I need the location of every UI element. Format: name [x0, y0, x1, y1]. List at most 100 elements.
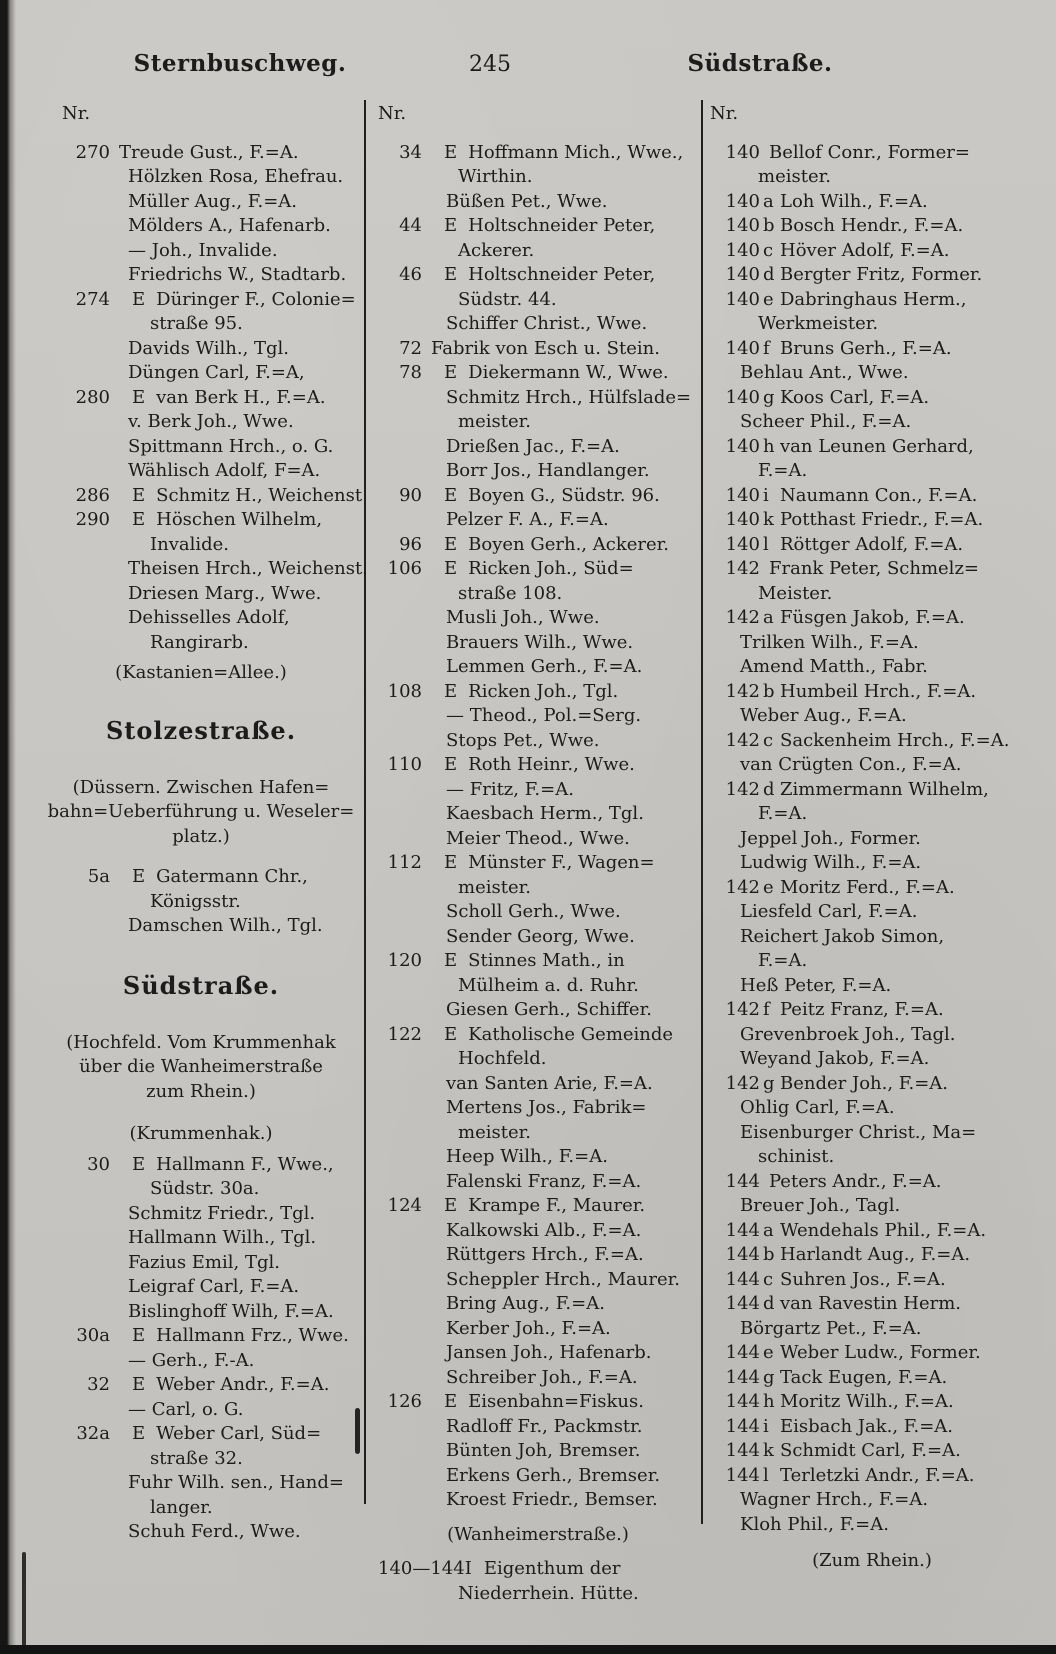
entry-text: Röttger Adolf, F.=A. [780, 533, 964, 555]
entry-text: Münster F., Wagen= [468, 852, 655, 873]
column-divider-2 [701, 100, 703, 1524]
house-number: 270 [75, 141, 110, 163]
street-note: bahn=Ueberführung u. Weseler= [47, 801, 355, 822]
street-note: platz.) [172, 825, 230, 847]
entry-line: 140 h van Leunen Gerhard, [710, 435, 1034, 460]
entry-line: 142 g Bender Joh., F.=A. [710, 1072, 1034, 1097]
house-number: 144 [725, 1366, 760, 1388]
house-number: 144 [725, 1464, 760, 1486]
entry-text: van Berk H., F.=A. [156, 386, 326, 408]
house-number: 144 [725, 1391, 760, 1412]
entry-line: 44 E Holtschneider Peter, [378, 214, 698, 239]
resident-line: Fazius Emil, Tgl. [128, 1251, 280, 1273]
entry-text: Weber Andr., F.=A. [156, 1374, 330, 1395]
house-number-suffix: e [763, 876, 774, 898]
spacer [378, 1547, 698, 1557]
entry-text: Diekermann W., Wwe. [468, 362, 669, 383]
resident-line: Trilken Wilh., F.=A. [740, 631, 919, 653]
owner-marker: E [444, 141, 458, 163]
resident-line: Schmitz Friedr., Tgl. [128, 1202, 316, 1224]
resident-line: Spittmann Hrch., o. G. [128, 435, 334, 457]
house-number: 140 [725, 215, 760, 236]
resident-line: Düngen Carl, F.=A, [128, 362, 305, 383]
entry-text: Dabringhaus Herm., [780, 288, 967, 310]
resident-line: Driesen Marg., Wwe. [128, 582, 322, 604]
entry-line: 142 b Humbeil Hrch., F.=A. [710, 680, 1034, 705]
street-note: (Wanheimerstraße.) [447, 1523, 629, 1545]
house-number-suffix: h [763, 1391, 775, 1412]
house-number-suffix: l [763, 1464, 769, 1486]
entry-continuation: F.=A. [758, 950, 808, 971]
page-bottom-edge [0, 1645, 1056, 1654]
entry-continuation: meister. [758, 166, 831, 187]
resident-line: Lemmen Gerh., F.=A. [446, 656, 643, 677]
resident-line: Kloh Phil., F.=A. [740, 1513, 889, 1535]
resident-line: Mertens Jos., Fabrik= [446, 1097, 647, 1118]
resident-line: Büßen Pet., Wwe. [446, 190, 608, 212]
header-street-right: Südstraße. [687, 50, 833, 77]
resident-line: Damschen Wilh., Tgl. [128, 915, 323, 936]
entry-continuation: Meister. [758, 582, 833, 604]
entry-text: Hallmann Frz., Wwe. [156, 1325, 349, 1346]
resident-line: Davids Wilh., Tgl. [128, 337, 290, 359]
resident-line: Dehisselles Adolf, [128, 607, 290, 628]
resident-line: Bislinghoff Wilh, F.=A. [128, 1300, 334, 1322]
entry-line: 142 f Peitz Franz, F.=A. [710, 998, 1034, 1023]
owner-marker: E [444, 852, 458, 873]
entry-line: 72 Fabrik von Esch u. Stein. [378, 337, 698, 362]
spacer [422, 214, 431, 239]
entry-text: Schmidt Carl, F.=A. [780, 1440, 961, 1461]
street-note: (Hochfeld. Vom Krummenhak [66, 1031, 336, 1053]
entry-line: 30 E Hallmann F., Wwe., [44, 1153, 358, 1178]
entry-text: Wendehals Phil., F.=A. [780, 1219, 987, 1241]
resident-line: Leigraf Carl, F.=A. [128, 1276, 300, 1297]
house-number-suffix: a [763, 190, 774, 212]
house-number-suffix: f [763, 337, 770, 359]
entry-line: 78 E Diekermann W., Wwe. [378, 361, 698, 386]
entry-text: Zimmermann Wilhelm, [780, 778, 989, 800]
column-1: Nr. 270 Treude Gust., F.=A. Hölzken Rosa, E… [0, 102, 368, 1545]
house-number: 144 [725, 1244, 760, 1265]
resident-line: Wagner Hrch., F.=A. [740, 1489, 929, 1510]
resident-line: Musli Joh., Wwe. [446, 607, 600, 628]
page-number: 245 [469, 52, 511, 77]
entry-line: 144 g Tack Eugen, F.=A. [710, 1366, 1034, 1391]
street-note: (Zum Rhein.) [812, 1550, 932, 1571]
owner-marker: E [132, 1374, 146, 1395]
spacer [44, 1001, 358, 1031]
house-number: 140—144I [378, 1558, 472, 1579]
entry-line: 142 a Füsgen Jakob, F.=A. [710, 606, 1034, 631]
resident-line: Heep Wilh., F.=A. [446, 1146, 608, 1167]
resident-line: Hölzken Rosa, Ehefrau. [128, 166, 344, 187]
resident-line: van Crügten Con., F.=A. [740, 754, 962, 775]
house-number: 126 [387, 1391, 422, 1412]
owner-marker: E [444, 1391, 458, 1412]
house-number: 30a [76, 1325, 110, 1346]
entry-text: Stinnes Math., in [468, 950, 625, 971]
spacer [378, 1513, 698, 1523]
entry-text: Koos Carl, F.=A. [780, 386, 930, 408]
entry-text: Holtschneider Peter, [468, 264, 656, 285]
entry-text: Loh Wilh., F.=A. [780, 190, 928, 212]
entry-continuation: Ackerer. [458, 239, 535, 261]
entry-line: 144 Peters Andr., F.=A. [710, 1170, 1034, 1195]
resident-line: Drießen Jac., F.=A. [446, 435, 620, 457]
entry-text: Bergter Fritz, Former. [780, 264, 983, 285]
entry-continuation: straße 108. [458, 582, 563, 604]
entry-line: 122 E Katholische Gemeinde [378, 1023, 698, 1048]
entry-line: 30a E Hallmann Frz., Wwe. [44, 1324, 358, 1349]
entry-text: Treude Gust., F.=A. [119, 141, 299, 163]
house-number: 142 [725, 607, 760, 628]
entry-line: 286 E Schmitz H., Weichenst [44, 484, 362, 509]
entry-line: 140 g Koos Carl, F.=A. [710, 386, 1034, 411]
entry-line: 34 E Hoffmann Mich., Wwe., [378, 141, 698, 166]
resident-line: Eisenburger Christ., Ma= [740, 1121, 977, 1143]
resident-line: Erkens Gerh., Bremser. [446, 1464, 661, 1486]
house-number: 46 [399, 264, 422, 285]
house-number: 142 [725, 999, 760, 1020]
owner-marker: E [132, 484, 146, 506]
resident-line: van Santen Arie, F.=A. [446, 1072, 653, 1094]
owner-marker: E [444, 1023, 458, 1045]
owner-marker: E [444, 950, 458, 971]
house-number-suffix: i [763, 1415, 769, 1437]
